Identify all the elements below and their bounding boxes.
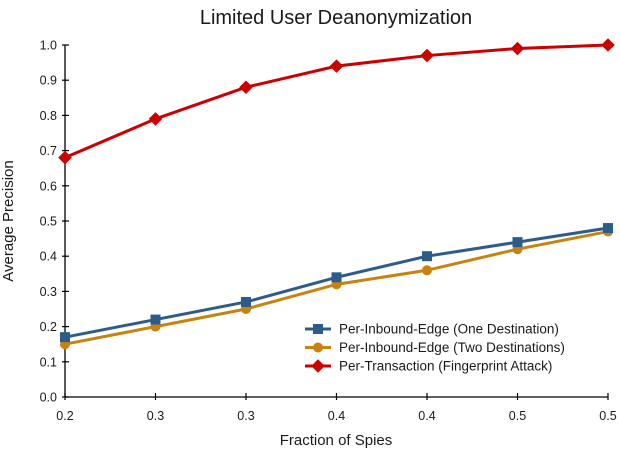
data-point-diamond	[420, 48, 434, 63]
y-tick-label: 1.0	[40, 39, 57, 53]
y-tick-label: 0.6	[40, 179, 57, 193]
data-point-square	[331, 272, 342, 283]
y-tick-label: 0.2	[40, 320, 57, 334]
y-tick-label: 0.9	[40, 74, 57, 88]
data-point-square	[422, 251, 432, 262]
series-per-inbound-edge-one-destination	[60, 223, 613, 343]
data-point-diamond	[148, 112, 163, 126]
x-tick-label: 0.4	[418, 409, 435, 423]
legend-label: Per-Inbound-Edge (Two Destinations)	[339, 340, 565, 355]
data-point-square	[60, 332, 70, 343]
data-point-diamond	[239, 80, 253, 95]
legend: Per-Inbound-Edge (One Destination) Per-In…	[305, 322, 565, 374]
y-tick-label: 0.1	[40, 355, 57, 369]
legend-label: Per-Transaction (Fingerprint Attack)	[339, 359, 552, 374]
legend-label: Per-Inbound-Edge (One Destination)	[339, 322, 559, 337]
y-tick-label: 0.8	[40, 109, 57, 123]
data-point-square	[150, 314, 161, 325]
data-point-square	[603, 223, 613, 234]
x-tick-label: 0.5	[599, 409, 616, 423]
data-point-diamond	[329, 59, 344, 73]
x-axis-label: Fraction of Spies	[280, 432, 393, 449]
legend-item-per-inbound-edge-one-destination: Per-Inbound-Edge (One Destination)	[305, 322, 559, 337]
y-tick-label: 0.4	[40, 250, 57, 264]
data-point-diamond	[311, 359, 325, 373]
y-tick-label: 0.3	[40, 285, 57, 299]
y-tick-label: 0.0	[40, 391, 57, 405]
data-point-diamond	[601, 38, 615, 52]
y-tick-label: 0.5	[40, 215, 57, 229]
series-per-transaction-fingerprint-attack	[58, 38, 615, 165]
x-tick-label: 0.2	[56, 409, 73, 423]
data-point-circle	[313, 342, 323, 353]
legend-item-per-transaction-fingerprint-attack: Per-Transaction (Fingerprint Attack)	[305, 359, 552, 374]
x-tick-label: 0.3	[147, 409, 164, 423]
y-axis-label: Average Precision	[0, 160, 17, 281]
data-point-circle	[422, 265, 432, 276]
data-point-diamond	[510, 41, 525, 56]
plot-area: 0.2 0.3 0.3 0.4 0.4 0.5 0.5 0.0 0.1 0.2 0.3 0.4 0.5 0…	[40, 38, 617, 423]
chart-title: Limited User Deanonymization	[200, 7, 472, 29]
x-tick-label: 0.3	[237, 409, 254, 423]
x-tick-label: 0.4	[328, 409, 345, 423]
data-point-square	[512, 237, 523, 248]
data-point-square	[313, 324, 323, 334]
legend-item-per-inbound-edge-two-destinations: Per-Inbound-Edge (Two Destinations)	[305, 340, 565, 355]
data-point-diamond	[58, 150, 72, 165]
y-tick-label: 0.7	[40, 144, 57, 158]
x-tick-label: 0.5	[509, 409, 526, 423]
data-point-square	[241, 296, 251, 307]
